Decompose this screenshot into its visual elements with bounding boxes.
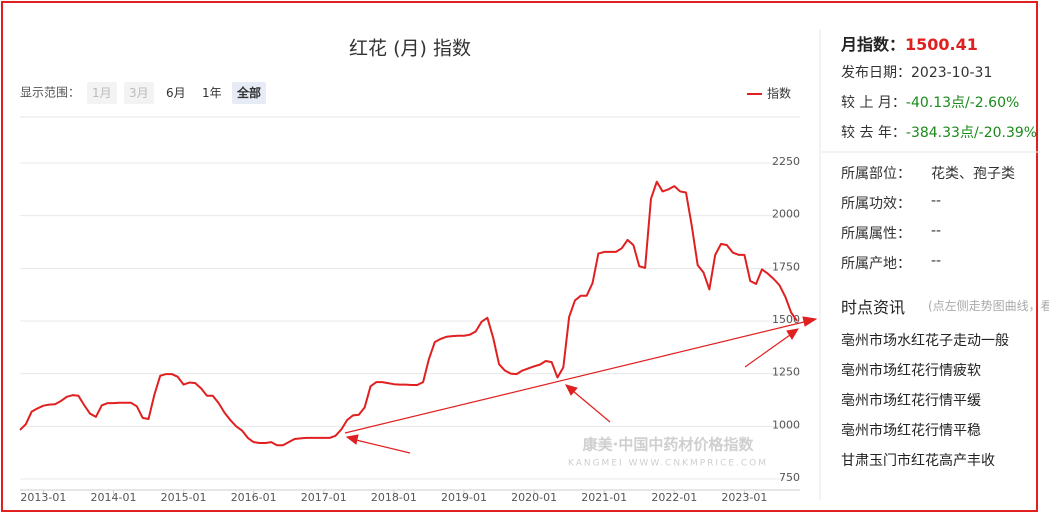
arrowhead (565, 384, 578, 396)
attr-value: -- (931, 253, 942, 269)
news-item[interactable]: 亳州市场红花行情平稳 (841, 423, 981, 439)
news-item[interactable]: 亳州市场红花行情疲软 (841, 363, 981, 379)
yoy-label: 较 去 年： (841, 125, 906, 141)
arrowhead (802, 316, 818, 327)
x-tick-label: 2022-01 (651, 491, 697, 504)
y-tick-label: 1000 (772, 418, 800, 431)
x-tick-label: 2023-01 (721, 491, 767, 504)
attr-value: -- (931, 223, 942, 239)
date-label: 发布日期： (841, 65, 911, 81)
x-tick-label: 2017-01 (301, 491, 347, 504)
arrowhead (786, 328, 799, 340)
arrow (572, 390, 611, 423)
chart-title: 红花 (月) 指数 (349, 38, 471, 60)
range-label: 显示范围： (20, 86, 80, 100)
news-title: 时点资讯 (841, 298, 906, 317)
yoy: -384.33点/-20.39% (905, 125, 1038, 141)
range-button[interactable]: 1月 (87, 82, 117, 104)
range-button[interactable]: 全部 (232, 82, 267, 104)
yoy-row: 较 去 年：-384.33点/-20.39% (841, 122, 1037, 142)
frame (1, 1, 1038, 512)
news-item[interactable]: 甘肃玉门市红花高产丰收 (841, 453, 995, 469)
arrow (744, 334, 791, 368)
watermark-sub: KANGMEI WWW.CNKMPRICE.COM (568, 459, 768, 469)
y-tick-label: 2250 (772, 155, 800, 168)
watermark: 康美·中国中药材价格指数 (583, 436, 755, 454)
range-button[interactable]: 3月 (124, 82, 154, 104)
date-row: 发布日期：2023-10-31 (841, 62, 992, 82)
range-button[interactable]: 6月 (166, 86, 186, 100)
legend-label: 指数 (767, 86, 791, 101)
y-tick-label: 1750 (772, 260, 800, 273)
y-tick-label: 1250 (772, 366, 800, 379)
mom-label: 较 上 月： (841, 95, 906, 111)
series-line (19, 180, 798, 447)
news-hint: (点左侧走势图曲线，看 (928, 299, 1049, 313)
range-button[interactable]: 1年 (202, 86, 222, 100)
index-value: 1500.41 (905, 35, 978, 54)
news-item[interactable]: 亳州市场红花行情平缓 (841, 393, 981, 409)
index-label: 月指数： (841, 35, 906, 54)
attr-label: 所属属性： (841, 226, 911, 242)
x-tick-label: 2014-01 (90, 491, 136, 504)
x-tick-label: 2015-01 (161, 491, 207, 504)
news-item[interactable]: 亳州市场水红花子走动一般 (841, 333, 1009, 349)
annotation-arrows (344, 316, 818, 454)
x-tick-label: 2018-01 (371, 491, 417, 504)
attr-label: 所属功效： (841, 196, 911, 212)
y-tick-label: 750 (779, 471, 800, 484)
x-tick-label: 2013-01 (20, 491, 66, 504)
x-tick-label: 2021-01 (581, 491, 627, 504)
x-tick-label: 2019-01 (441, 491, 487, 504)
x-tick-label: 2020-01 (511, 491, 557, 504)
attr-value: 花类、孢子类 (931, 166, 1015, 182)
index-row: 月指数：1500.41 (841, 31, 978, 55)
attr-value: -- (931, 193, 942, 209)
arrow (355, 439, 411, 454)
attr-label: 所属产地： (841, 256, 911, 272)
date: 2023-10-31 (911, 65, 993, 81)
mom-row: 较 上 月：-40.13点/-2.60% (841, 92, 1019, 112)
x-tick-label: 2016-01 (231, 491, 277, 504)
y-tick-label: 2000 (772, 208, 800, 221)
arrowhead (345, 434, 359, 445)
mom: -40.13点/-2.60% (905, 95, 1020, 111)
attr-label: 所属部位： (841, 166, 911, 182)
arrow (344, 320, 809, 434)
